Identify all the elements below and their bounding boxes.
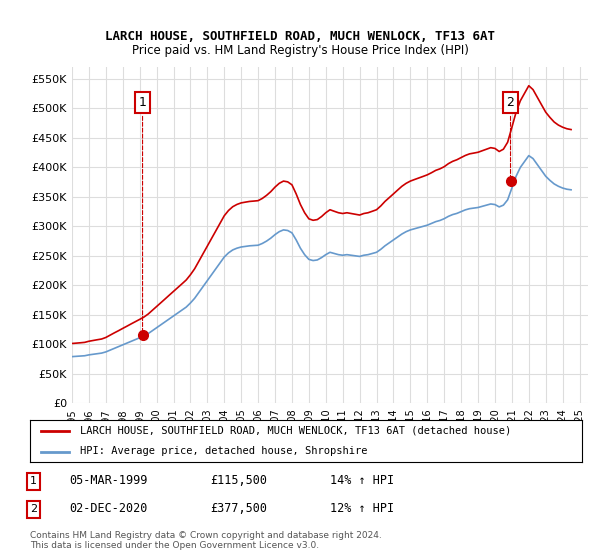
- Text: £377,500: £377,500: [210, 502, 267, 515]
- Text: LARCH HOUSE, SOUTHFIELD ROAD, MUCH WENLOCK, TF13 6AT: LARCH HOUSE, SOUTHFIELD ROAD, MUCH WENLO…: [105, 30, 495, 43]
- Text: LARCH HOUSE, SOUTHFIELD ROAD, MUCH WENLOCK, TF13 6AT (detached house): LARCH HOUSE, SOUTHFIELD ROAD, MUCH WENLO…: [80, 426, 511, 436]
- Text: 1: 1: [139, 96, 146, 332]
- Text: 1: 1: [30, 477, 37, 487]
- Text: 14% ↑ HPI: 14% ↑ HPI: [330, 474, 394, 487]
- Text: 2: 2: [30, 505, 37, 515]
- Text: 05-MAR-1999: 05-MAR-1999: [69, 474, 148, 487]
- Text: £115,500: £115,500: [210, 474, 267, 487]
- Text: 12% ↑ HPI: 12% ↑ HPI: [330, 502, 394, 515]
- Text: 2: 2: [506, 96, 514, 178]
- Text: Price paid vs. HM Land Registry's House Price Index (HPI): Price paid vs. HM Land Registry's House …: [131, 44, 469, 57]
- Text: 02-DEC-2020: 02-DEC-2020: [69, 502, 148, 515]
- Text: HPI: Average price, detached house, Shropshire: HPI: Average price, detached house, Shro…: [80, 446, 367, 456]
- Text: Contains HM Land Registry data © Crown copyright and database right 2024.
This d: Contains HM Land Registry data © Crown c…: [30, 530, 382, 550]
